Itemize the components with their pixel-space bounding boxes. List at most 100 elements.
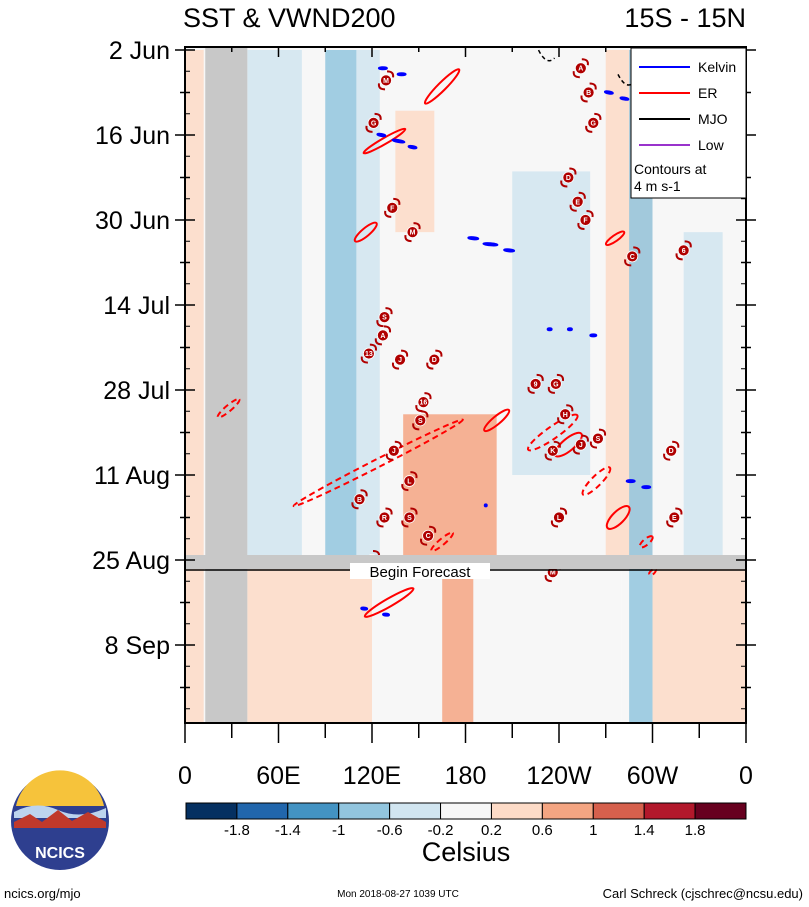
kelvin-contour	[467, 236, 480, 241]
storm-marker: J	[572, 434, 589, 455]
storm-swirl	[560, 167, 577, 188]
colorbar-label: Celsius	[422, 837, 511, 867]
kelvin-contour	[566, 327, 573, 332]
storm-label: J	[392, 448, 396, 455]
colorbar-tick-label: 0.6	[532, 822, 553, 839]
storm-label: M	[383, 78, 389, 85]
sst-band	[481, 566, 622, 723]
storm-marker: S	[589, 428, 607, 449]
colorbar-swatch	[338, 802, 391, 820]
storm-label: D	[669, 448, 674, 455]
kelvin-contour	[641, 485, 652, 490]
storm-marker: S	[376, 307, 393, 328]
y-tick-label: 14 Jul	[103, 292, 170, 320]
storm-eye	[571, 195, 584, 208]
sst-band	[372, 566, 443, 723]
colorbar-tick-label: 0.2	[481, 822, 502, 839]
sst-band	[395, 110, 435, 233]
er-contour	[483, 408, 511, 433]
footer-url[interactable]: ncics.org/mjo	[4, 886, 81, 901]
storm-swirl	[589, 428, 607, 449]
storm-swirl	[384, 197, 401, 218]
y-tick-label: 30 Jun	[95, 207, 170, 235]
wave-contours	[216, 66, 657, 618]
storm-marker: K	[544, 440, 561, 461]
storm-swirl	[385, 440, 402, 461]
storm-eye	[626, 250, 639, 263]
storm-eye	[549, 378, 562, 390]
y-tick-label: 2 Jun	[109, 37, 170, 65]
storm-eye	[559, 408, 572, 421]
storm-eye	[417, 396, 430, 409]
storm-marker: H	[557, 404, 574, 425]
storm-swirl	[412, 410, 429, 431]
kelvin-contour	[407, 144, 418, 150]
storm-marker: A	[374, 325, 392, 346]
x-tick-labels: 0 60E 120E 180 120W 60W 0	[178, 762, 753, 790]
storm-marker: S	[401, 507, 418, 528]
storm-eye	[380, 74, 392, 87]
storm-label: L	[557, 515, 562, 522]
storm-eye	[574, 438, 587, 451]
er-contour	[423, 68, 461, 105]
storm-marker: F	[577, 210, 594, 230]
storm-eye	[668, 511, 681, 524]
sst-band	[652, 566, 746, 723]
sst-band	[325, 50, 357, 560]
sst-band	[356, 50, 380, 560]
er-contour	[292, 418, 464, 508]
storm-swirl	[419, 525, 437, 546]
legend-mjo-label: MJO	[698, 111, 728, 127]
legend-low-label: Low	[698, 137, 725, 153]
storm-marker: 9	[527, 373, 544, 394]
kelvin-contour	[382, 612, 391, 617]
colorbar-tick-label: 1.4	[634, 822, 655, 839]
colorbar-swatch	[440, 802, 492, 820]
storm-label: M	[550, 570, 556, 577]
storm-eye	[546, 444, 559, 457]
y-tick-label: 25 Aug	[92, 547, 170, 575]
storm-label: 13	[365, 351, 373, 358]
storm-swirl	[666, 507, 683, 528]
storm-label: R	[382, 515, 387, 522]
storm-label: S	[596, 436, 601, 443]
storm-swirl	[663, 440, 680, 461]
storm-swirl	[401, 507, 418, 528]
storm-eye	[428, 353, 441, 366]
storm-marker: E	[666, 507, 683, 528]
storm-label: S	[418, 418, 423, 425]
storm-eye	[422, 529, 435, 542]
storm-eye	[386, 201, 399, 214]
colorbar-tick-label: 1	[589, 822, 597, 839]
forecast-label-bg	[350, 563, 490, 579]
kelvin-contour	[482, 242, 499, 247]
storm-marker: B	[351, 489, 368, 510]
colorbar-swatch	[389, 802, 442, 820]
colorbar-tick-label: 1.8	[685, 822, 706, 839]
colorbar-swatch	[541, 802, 594, 820]
storm-eye	[553, 511, 565, 524]
logo-text: NCICS	[35, 845, 85, 862]
storm-swirl	[572, 434, 589, 455]
storm-marker: A	[572, 58, 589, 79]
storm-eye	[406, 226, 419, 239]
mjo-contour	[537, 49, 556, 62]
storm-eye	[587, 116, 600, 129]
storm-swirl	[572, 58, 589, 79]
storm-label: D	[566, 175, 571, 182]
storm-marker: B	[580, 82, 597, 103]
legend-note-line2: 4 m s-1	[634, 178, 681, 194]
storm-eye	[592, 432, 604, 445]
kelvin-contour	[546, 327, 553, 332]
sst-band	[247, 566, 372, 723]
storm-label: C	[630, 254, 635, 261]
storm-marker: L	[550, 507, 568, 528]
storm-label: L	[407, 479, 412, 486]
storm-marker: D	[426, 349, 443, 370]
storm-swirl	[527, 373, 544, 394]
legend-note-line1: Contours at	[634, 161, 706, 177]
storm-label: G	[553, 381, 559, 388]
sst-band	[403, 414, 497, 560]
chart-title: SST & VWND200	[183, 3, 396, 33]
